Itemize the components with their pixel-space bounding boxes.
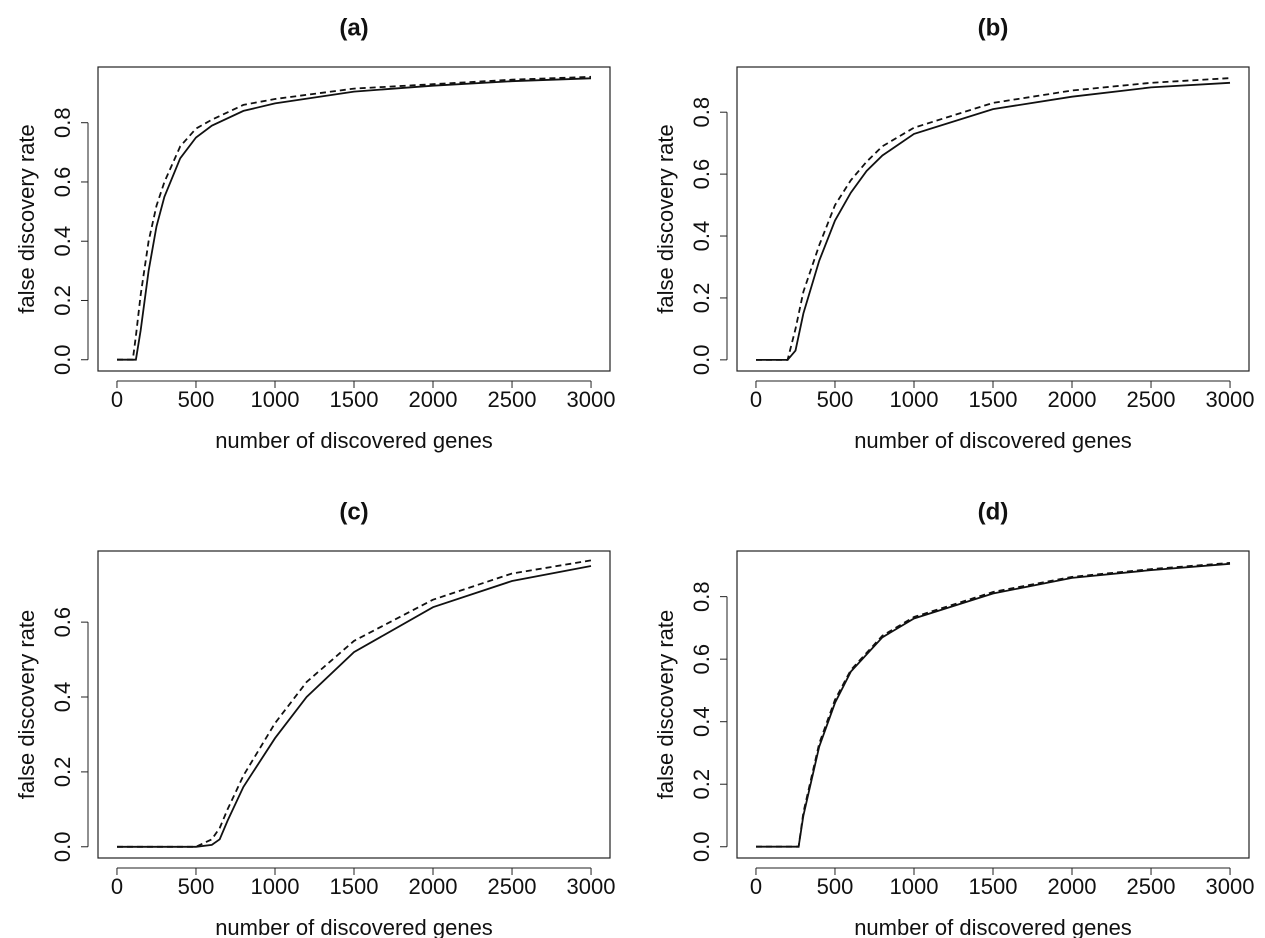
x-tick-label: 1000 [890, 874, 939, 899]
x-tick-label: 3000 [567, 387, 616, 412]
plot-frame [97, 550, 611, 859]
x-tick-label: 3000 [1206, 874, 1255, 899]
y-tick-label: 0.8 [689, 97, 714, 128]
y-tick-label: 0.0 [50, 831, 75, 862]
data-line [756, 77, 1231, 361]
y-tick-label: 0.8 [50, 107, 75, 138]
x-tick-label: 0 [111, 387, 123, 412]
y-tick-label: 0.6 [50, 167, 75, 198]
x-tick-label: 2000 [409, 387, 458, 412]
x-tick-label: 2500 [488, 387, 537, 412]
y-tick-label: 0.4 [50, 226, 75, 257]
x-tick-label: 0 [750, 874, 762, 899]
y-tick-label: 0.0 [689, 831, 714, 862]
data-line [756, 562, 1231, 848]
x-tick-label: 2000 [1048, 387, 1097, 412]
x-tick-label: 1000 [251, 874, 300, 899]
x-tick-label: 500 [817, 874, 854, 899]
x-tick-label: 2500 [488, 874, 537, 899]
data-line [117, 77, 592, 361]
x-axis-label: number of discovered genes [215, 428, 493, 453]
chart-title: (a) [339, 14, 368, 41]
data-line [117, 559, 592, 848]
y-tick-label: 0.2 [50, 757, 75, 788]
x-tick-label: 1500 [330, 874, 379, 899]
data-line [756, 81, 1231, 361]
chart-title: (b) [978, 14, 1009, 41]
y-tick-label: 0.2 [689, 283, 714, 314]
y-tick-label: 0.0 [50, 344, 75, 375]
x-tick-label: 500 [178, 387, 215, 412]
data-line [117, 75, 592, 361]
plot-frame [736, 66, 1250, 372]
x-tick-label: 1000 [890, 387, 939, 412]
y-axis-label: false discovery rate [653, 124, 678, 314]
x-tick-label: 2000 [1048, 874, 1097, 899]
x-tick-label: 0 [111, 874, 123, 899]
x-tick-label: 500 [817, 387, 854, 412]
y-tick-label: 0.6 [689, 159, 714, 190]
y-tick-label: 0.6 [689, 644, 714, 675]
y-tick-label: 0.6 [50, 607, 75, 638]
x-axis-label: number of discovered genes [854, 428, 1132, 453]
y-tick-label: 0.4 [689, 706, 714, 737]
y-tick-label: 0.2 [50, 285, 75, 316]
y-axis-label: false discovery rate [653, 610, 678, 800]
y-tick-label: 0.8 [689, 581, 714, 612]
plot-frame [736, 550, 1250, 859]
x-tick-label: 500 [178, 874, 215, 899]
chart-title: (d) [978, 498, 1009, 525]
data-line [117, 565, 592, 848]
x-tick-label: 1500 [969, 874, 1018, 899]
y-axis-label: false discovery rate [14, 610, 39, 800]
x-tick-label: 3000 [567, 874, 616, 899]
x-tick-label: 1500 [330, 387, 379, 412]
plot-frame [97, 66, 611, 372]
y-tick-label: 0.4 [689, 221, 714, 252]
y-tick-label: 0.0 [689, 345, 714, 376]
chart-title: (c) [339, 498, 368, 525]
x-axis-label: number of discovered genes [215, 915, 493, 938]
x-tick-label: 1500 [969, 387, 1018, 412]
x-axis-label: number of discovered genes [854, 915, 1132, 938]
x-tick-label: 3000 [1206, 387, 1255, 412]
x-tick-label: 1000 [251, 387, 300, 412]
y-axis-label: false discovery rate [14, 124, 39, 314]
x-tick-label: 2500 [1127, 387, 1176, 412]
y-tick-label: 0.4 [50, 682, 75, 713]
data-line [756, 562, 1231, 848]
x-tick-label: 2000 [409, 874, 458, 899]
x-tick-label: 2500 [1127, 874, 1176, 899]
x-tick-label: 0 [750, 387, 762, 412]
y-tick-label: 0.2 [689, 769, 714, 800]
